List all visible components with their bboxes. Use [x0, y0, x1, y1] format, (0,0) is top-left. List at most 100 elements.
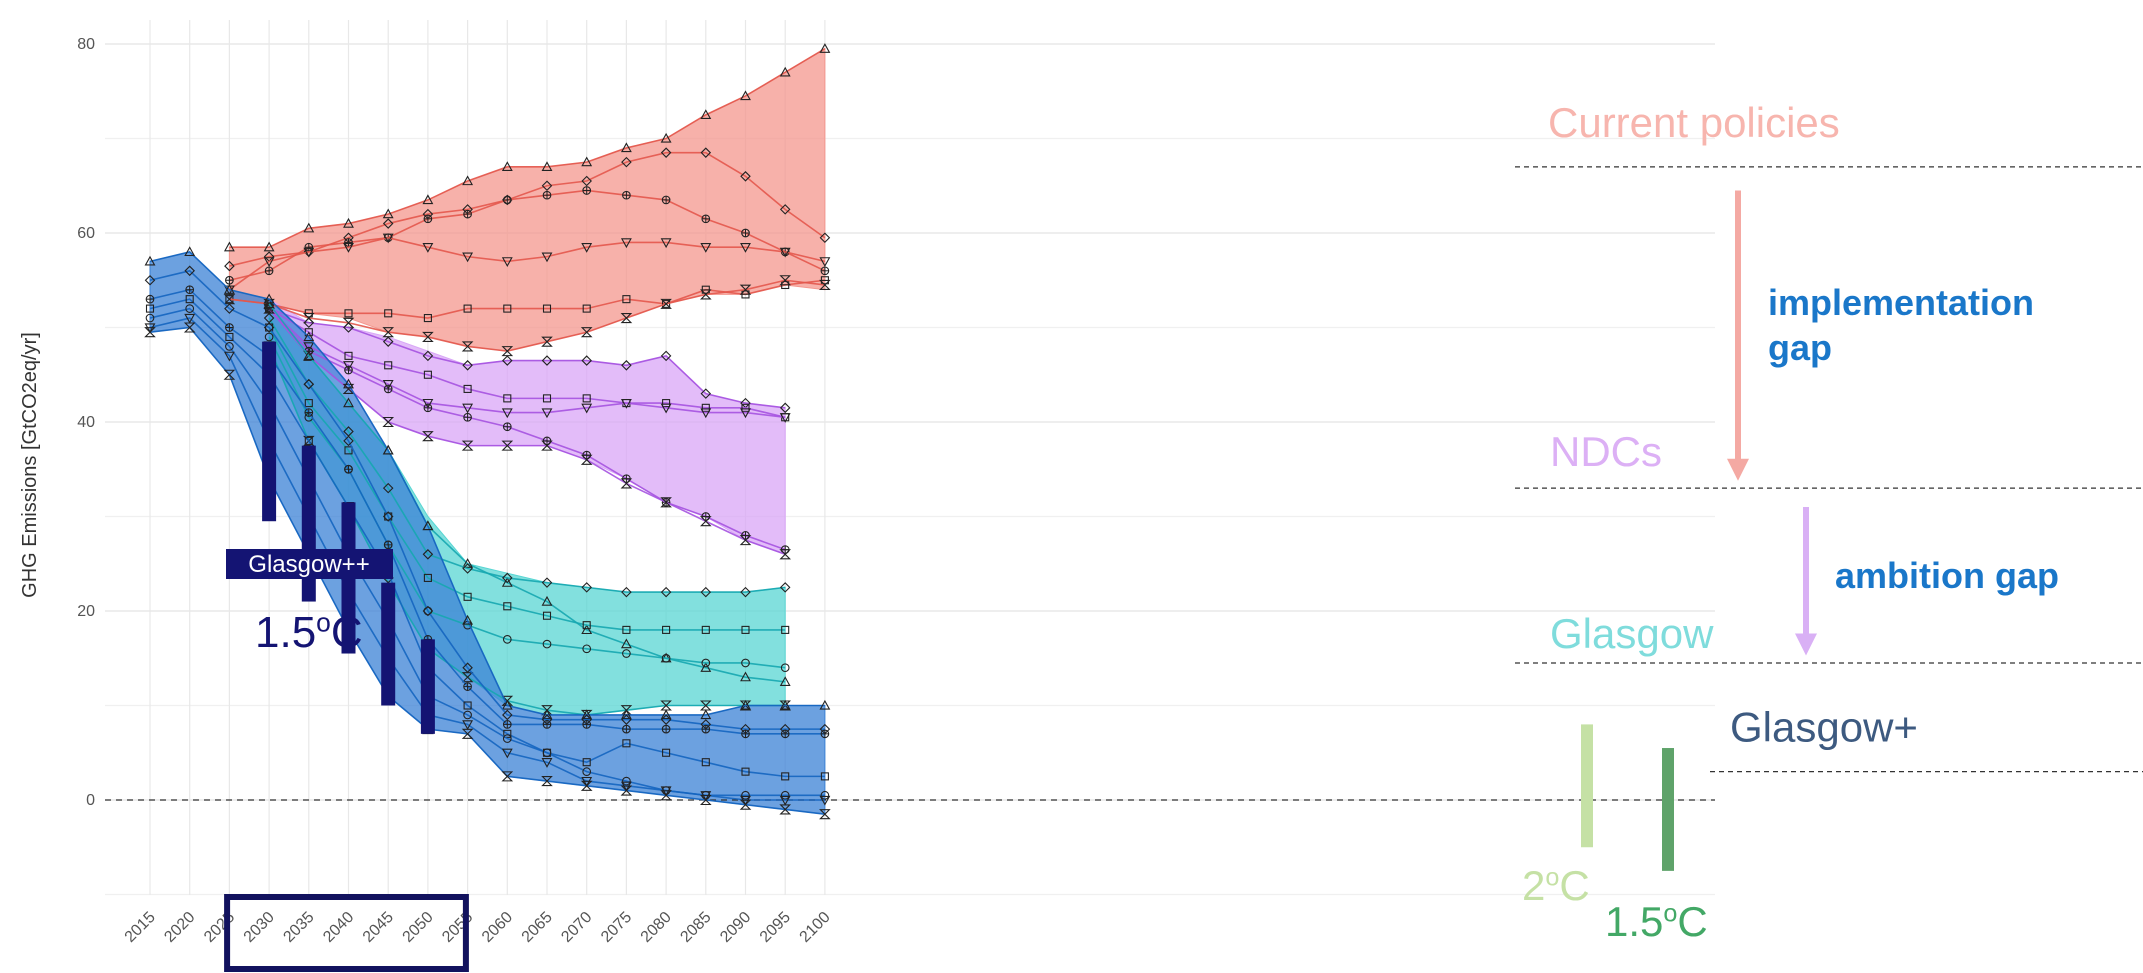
marker-square [503, 394, 512, 403]
marker-diamond [382, 218, 394, 229]
marker-circle [463, 710, 472, 720]
marker-diamond [343, 435, 354, 447]
marker-triangle-down [184, 313, 196, 324]
marker-square [423, 313, 432, 323]
marker-diamond [184, 265, 195, 277]
marker-triangle-down [740, 243, 751, 253]
marker-triangle [343, 378, 354, 389]
marker-triangle [620, 638, 632, 649]
marker-triangle-down [223, 351, 235, 362]
marker-triangle [779, 699, 791, 710]
marker-circle [542, 639, 552, 649]
marker-hourglass [422, 431, 434, 442]
marker-hourglass [779, 700, 792, 711]
marker-diamond [660, 714, 672, 725]
marker-diamond [621, 714, 632, 725]
x-tick-label: 2045 [360, 909, 397, 946]
marker-square [582, 621, 591, 630]
marker-square [741, 767, 750, 776]
x-tick-label: 2030 [241, 909, 278, 946]
temp-bar-label: 2oC [1522, 862, 1590, 909]
marker-hourglass [541, 705, 553, 716]
marker-triangle [144, 255, 156, 266]
glasgow-pp-bar [381, 582, 396, 706]
marker-square [304, 399, 313, 408]
scenario-line [229, 48, 826, 248]
marker-triangle-down [581, 243, 593, 253]
glasgow-pp-bar [262, 341, 277, 522]
y-axis-title: GHG Emissions [GtCO2eq/yr] [19, 332, 41, 598]
glasgow-pp-label: Glasgow++ [248, 551, 369, 578]
marker-circle [502, 734, 512, 743]
marker-triangle-down [779, 413, 791, 423]
band-label: NDCs [1550, 428, 1662, 475]
x-tick-label: 2090 [717, 909, 754, 946]
marker-triangle-down [422, 243, 434, 253]
marker-diamond [303, 317, 315, 329]
x-tick-label: 2080 [638, 909, 675, 946]
marker-diamond [740, 586, 751, 598]
marker-circle [741, 790, 750, 800]
marker-triangle-down [660, 403, 672, 414]
marker-diamond [660, 147, 672, 158]
glasgow-pp-label-box [226, 549, 393, 579]
band-label: Glasgow [1550, 610, 1714, 657]
marker-triangle [740, 90, 751, 101]
marker-triangle-down [620, 238, 632, 249]
marker-triangle [223, 241, 235, 252]
marker-circle [502, 634, 512, 644]
marker-hourglass [699, 289, 712, 300]
marker-hourglass [620, 785, 633, 796]
marker-triangle-down [462, 403, 474, 414]
marker-square [344, 309, 353, 318]
scenario-lines [144, 43, 831, 820]
marker-square [145, 304, 155, 313]
x-tick-label: 2025 [201, 909, 238, 946]
x-tick-label: 2075 [598, 909, 635, 946]
marker-hourglass [660, 298, 672, 309]
scenario-line [268, 317, 786, 593]
scenario-bands [149, 47, 826, 815]
x-tick-label: 2070 [558, 909, 595, 946]
marker-triangle-down [819, 795, 831, 806]
marker-square [781, 772, 790, 781]
glasgow-pp-bar [420, 639, 435, 734]
marker-triangle [343, 217, 354, 228]
marker-triangle-down [541, 408, 553, 419]
marker-triangle [263, 298, 275, 309]
marker-triangle [660, 709, 672, 720]
marker-triangle [382, 208, 394, 219]
marker-square [701, 403, 710, 412]
marker-hourglass [620, 312, 633, 324]
marker-circle [780, 790, 790, 800]
marker-square [662, 299, 671, 308]
marker-triangle [303, 331, 315, 342]
marker-triangle-down [462, 720, 474, 731]
marker-diamond [581, 355, 592, 366]
scenario-line [268, 303, 786, 683]
marker-hourglass [461, 341, 474, 352]
marker-hourglass [779, 275, 792, 286]
marker-triangle-down [819, 257, 831, 267]
marker-hourglass [461, 728, 474, 739]
marker-diamond [541, 180, 553, 192]
marker-square [384, 309, 393, 318]
marker-triangle-down [382, 233, 394, 244]
marker-square [662, 399, 671, 408]
x-tick-label: 2060 [479, 909, 516, 946]
marker-hourglass [620, 478, 633, 489]
x-tick-label: 2020 [161, 909, 198, 946]
scenario-line [228, 236, 826, 291]
marker-diamond [581, 175, 592, 187]
marker-square [463, 384, 472, 393]
marker-hourglass [501, 695, 514, 706]
marker-triangle [462, 558, 474, 568]
scenario-line [149, 269, 825, 730]
marker-diamond [422, 549, 434, 560]
y-tick-label: 40 [77, 414, 95, 431]
marker-hourglass [501, 440, 514, 451]
marker-triangle [581, 156, 593, 167]
gap-label: ambition gap [1835, 555, 2059, 596]
marker-diamond [779, 402, 791, 414]
